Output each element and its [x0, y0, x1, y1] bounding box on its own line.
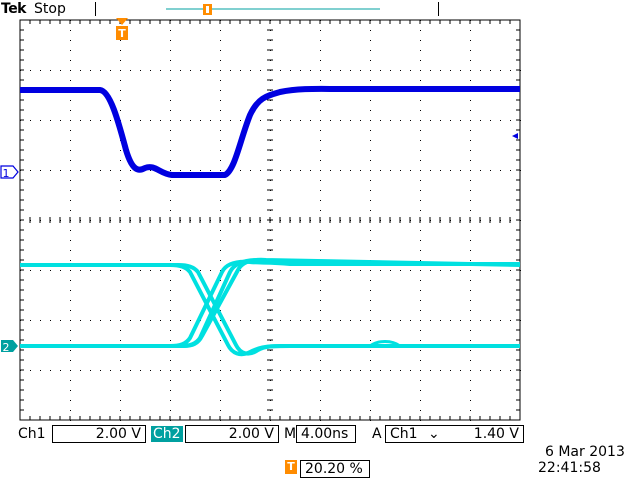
record-view-left-bracket: [95, 2, 96, 16]
trigger-level-icon: [512, 133, 518, 139]
record-trigger-position-icon: [203, 4, 212, 15]
time-readout: 22:41:58: [538, 460, 601, 476]
ch1-ground-marker: 1: [0, 165, 19, 180]
trigger-level: 1.40 V: [473, 426, 519, 442]
trigger-mode-label: A: [372, 426, 382, 442]
trigger-position-badge-icon: T: [285, 460, 297, 474]
svg-text:1: 1: [3, 167, 10, 180]
ch2-scale-readout: 2.00 V: [185, 425, 279, 443]
svg-text:2: 2: [3, 341, 10, 354]
brand-label: Tek: [1, 1, 27, 17]
ch1-scale-readout: 2.00 V: [52, 425, 146, 443]
record-view-right-bracket: [438, 2, 439, 16]
ch2-waveform: [20, 257, 521, 357]
ch1-label: Ch1: [18, 426, 46, 442]
svg-text:T: T: [118, 27, 126, 40]
ch1-waveform: [20, 85, 520, 178]
acquisition-status: Stop: [34, 1, 66, 17]
falling-edge-icon: ⌄: [428, 426, 440, 442]
timebase-readout: 4.00ns: [296, 425, 356, 443]
graticule-grid: [19, 19, 521, 421]
trigger-position-readout: 20.20 %: [300, 460, 370, 478]
trigger-position-icon: T: [116, 18, 128, 40]
ch2-ground-marker: 2: [1, 340, 18, 354]
trigger-readout: Ch1 ⌄ 1.40 V: [385, 425, 524, 443]
timebase-label: M: [284, 426, 297, 442]
trigger-source: Ch1: [390, 426, 418, 442]
ch2-label: Ch2: [151, 426, 183, 442]
top-status-bar: Tek Stop: [0, 0, 640, 18]
date-readout: 6 Mar 2013: [545, 444, 625, 460]
